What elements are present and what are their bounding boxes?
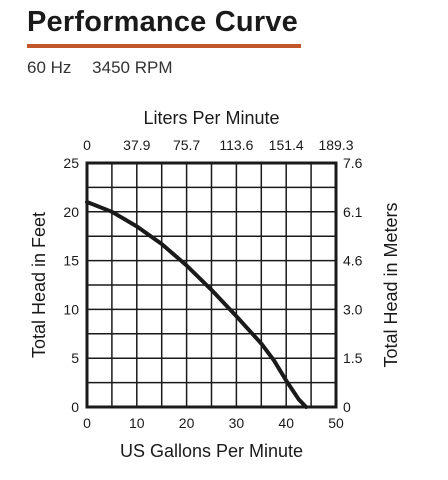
x2-axis-label: Liters Per Minute bbox=[143, 108, 279, 128]
y2-tick-label: 0 bbox=[343, 399, 351, 415]
chart-grid bbox=[86, 162, 337, 408]
y-tick-label: 10 bbox=[63, 301, 79, 317]
y2-tick-label: 6.1 bbox=[343, 204, 363, 220]
x-tick-label: 10 bbox=[129, 415, 145, 431]
plot-frame bbox=[85, 161, 338, 409]
y-tick-label: 0 bbox=[71, 399, 79, 415]
x-tick-label: 0 bbox=[83, 415, 91, 431]
x2-tick-label: 75.7 bbox=[173, 137, 200, 153]
y2-tick-label: 1.5 bbox=[343, 350, 363, 366]
x2-tick-label: 151.4 bbox=[269, 137, 304, 153]
frequency-label: 60 Hz bbox=[27, 58, 72, 77]
spec-line: 60 Hz 3450 RPM bbox=[27, 58, 188, 78]
x-tick-label: 40 bbox=[278, 415, 294, 431]
x-tick-label: 50 bbox=[328, 415, 344, 431]
x2-tick-label: 37.9 bbox=[123, 137, 150, 153]
x-tick-label: 30 bbox=[229, 415, 245, 431]
x2-tick-label: 0 bbox=[83, 137, 91, 153]
rpm-label: 3450 RPM bbox=[92, 58, 173, 77]
x-axis-label: US Gallons Per Minute bbox=[120, 441, 303, 461]
x2-tick-label: 189.3 bbox=[318, 137, 353, 153]
performance-curve-line bbox=[85, 200, 309, 409]
title-underline bbox=[27, 44, 301, 48]
x-tick-label: 20 bbox=[179, 415, 195, 431]
y-tick-label: 20 bbox=[63, 204, 79, 220]
y2-tick-label: 3.0 bbox=[343, 301, 363, 317]
y2-tick-label: 7.6 bbox=[343, 155, 363, 171]
y-tick-label: 15 bbox=[63, 253, 79, 269]
y-tick-label: 5 bbox=[71, 350, 79, 366]
y-tick-label: 25 bbox=[63, 155, 79, 171]
y-axis-label: Total Head in Feet bbox=[29, 212, 49, 358]
y2-tick-label: 4.6 bbox=[343, 253, 363, 269]
y2-axis-label: Total Head in Meters bbox=[381, 202, 401, 367]
x2-tick-label: 113.6 bbox=[219, 137, 253, 153]
page-title: Performance Curve bbox=[27, 6, 298, 38]
